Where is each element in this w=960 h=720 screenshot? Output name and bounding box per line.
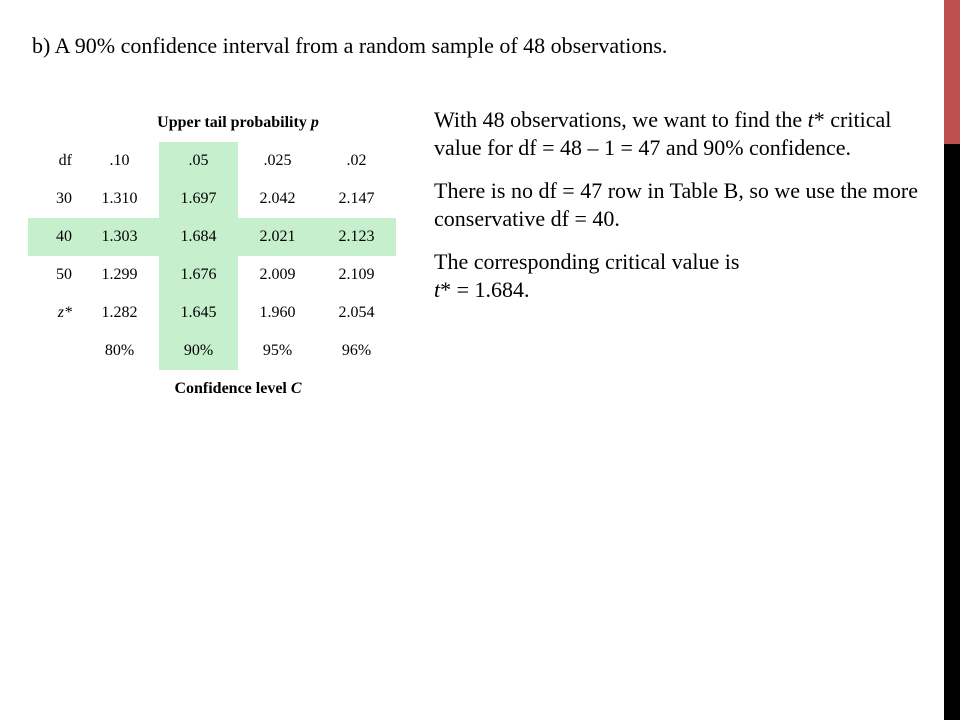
edge-strip-accent [944,0,960,144]
table-header-row: df .10 .05 .025 .02 [28,142,396,180]
row-label: 40 [56,228,72,245]
slide-heading: b) A 90% confidence interval from a rand… [32,33,668,58]
explanation-paragraph-1: With 48 observations, we want to find th… [434,106,924,162]
text-run: * = 1.684. [440,277,530,302]
table-cell: 1.645 [159,294,238,332]
t-variable: t [807,107,814,132]
text-run: The corresponding critical value is [434,249,740,274]
t-variable: t [434,277,441,302]
explanation-paragraph-3: The corresponding critical value is t* =… [434,248,924,304]
confidence-level-cell: 80% [104,342,135,359]
table-caption: Upper tail probability p [28,104,396,142]
table-row-df-40: 40 1.303 1.684 2.021 2.123 [28,218,396,256]
table-row-df-50: 50 1.299 1.676 2.009 2.109 [28,256,396,294]
table-cell: 2.009 [259,266,296,283]
confidence-level-cell: 96% [341,342,372,359]
confidence-level-cell: 95% [262,342,293,359]
text-run: * critical value for df = 48 – 1 = 47 an… [434,107,892,160]
header-p-10: .10 [109,152,130,169]
slide-edge-strip [944,0,960,720]
caption-variable: p [310,114,319,131]
table-cell: 2.042 [259,190,296,207]
table-cell: 1.960 [259,304,296,321]
header-p-02: .02 [346,152,367,169]
table-cell: 1.310 [101,190,138,207]
header-p-025: .025 [263,152,292,169]
edge-strip-dark [944,144,960,720]
table-cell: 2.147 [338,190,375,207]
caption-text: Upper tail probability [157,114,311,131]
text-run: With 48 observations, we want to find th… [434,107,808,132]
explanation-text: With 48 observations, we want to find th… [434,106,924,319]
selected-critical-value-cell: 1.684 [159,218,238,256]
t-table: Upper tail probability p df .10 .05 .025… [28,104,396,408]
footer-variable: C [290,380,302,397]
table-cell: 2.021 [259,228,296,245]
confidence-level-cell: 90% [159,332,238,370]
table-cell: 1.303 [101,228,138,245]
table-cell: 1.282 [101,304,138,321]
row-label: z* [57,304,72,321]
row-label: 30 [56,190,72,207]
footer-text: Confidence level [174,380,291,397]
table-cell: 1.676 [159,256,238,294]
table-row-df-30: 30 1.310 1.697 2.042 2.147 [28,180,396,218]
confidence-row-spacer [28,332,80,370]
header-p-05: .05 [159,142,238,180]
table-cell: 1.697 [159,180,238,218]
row-label: 50 [56,266,72,283]
header-df: df [58,152,72,169]
table-cell: 2.054 [338,304,375,321]
table-cell: 2.109 [338,266,375,283]
table-cell: 2.123 [338,228,375,245]
table-confidence-row: 80% 90% 95% 96% [28,332,396,370]
explanation-paragraph-2: There is no df = 47 row in Table B, so w… [434,178,918,231]
table-cell: 1.299 [101,266,138,283]
table-row-z-star: z* 1.282 1.645 1.960 2.054 [28,294,396,332]
table-footer: Confidence level C [28,370,396,408]
